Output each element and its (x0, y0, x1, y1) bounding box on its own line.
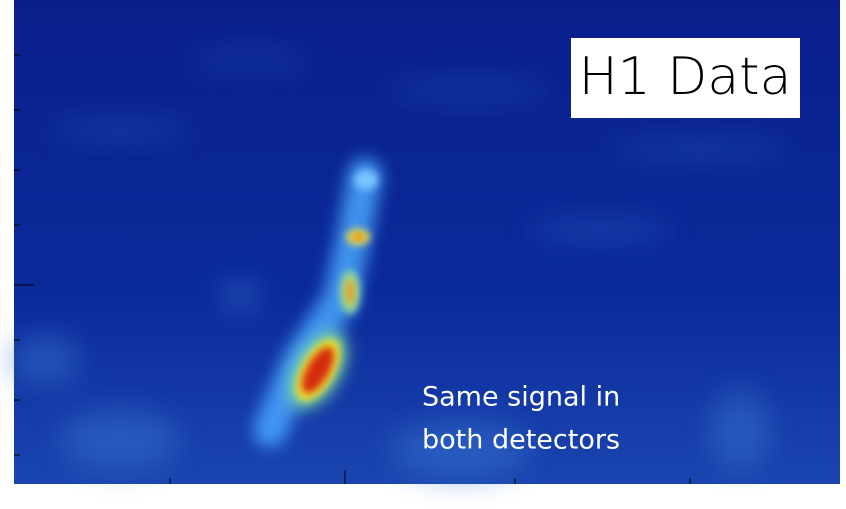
noise-texture (10, 54, 790, 480)
chirp-signal (253, 158, 382, 447)
caption-line: Same signal in (422, 382, 620, 413)
caption-line: both detectors (422, 425, 620, 456)
axis-ticks (14, 54, 691, 484)
label-box (571, 38, 800, 118)
detector-label: H1 Data (579, 47, 792, 107)
